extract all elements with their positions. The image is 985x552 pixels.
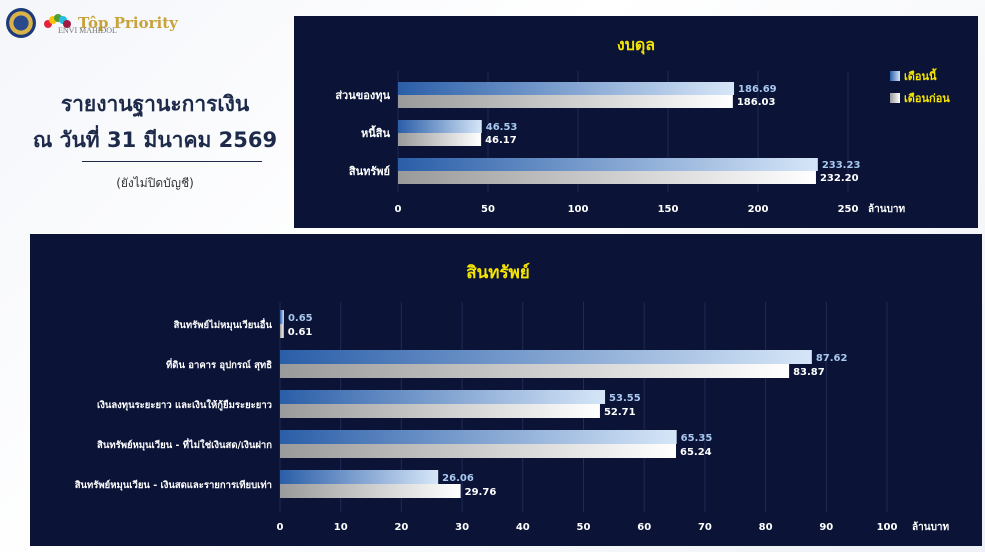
bar-current-month	[398, 120, 482, 133]
bar-current-month	[398, 158, 818, 171]
bar-current-month	[280, 310, 284, 324]
bar-previous-month	[398, 95, 733, 108]
x-tick-label: 150	[658, 204, 679, 215]
category-label: เงินลงทุนระยะยาว และเงินให้กู้ยืมระยะยาว	[97, 399, 272, 412]
bar-previous-month	[398, 133, 482, 146]
data-label: 232.20	[820, 173, 859, 184]
x-tick-label: 100	[877, 522, 898, 533]
x-tick-label: 200	[748, 204, 769, 215]
category-label: ที่ดิน อาคาร อุปกรณ์ สุทธิ	[166, 357, 272, 371]
data-label: 83.87	[793, 367, 825, 378]
logo-row: Tôp Priority	[6, 6, 178, 40]
legend-swatch	[890, 71, 900, 81]
bar-previous-month	[280, 444, 677, 458]
data-label: 87.62	[816, 353, 848, 364]
legend-label: เดือนนี้	[904, 68, 937, 83]
bar-current-month	[280, 470, 439, 484]
brand-small-text: ENVI MAHIDOL	[58, 26, 117, 35]
bar-previous-month	[398, 171, 816, 184]
x-axis-unit-label: ล้านบาท	[868, 203, 906, 215]
data-label: 0.65	[288, 313, 313, 324]
x-tick-label: 100	[568, 204, 589, 215]
bar-current-month	[280, 390, 606, 404]
bar-previous-month	[280, 484, 461, 498]
report-title: รายงานฐานะการเงิน ณ วันที่ 31 มีนาคม 256…	[30, 86, 280, 158]
assets-chart: สินทรัพย์ 0 10 20 30 40 50 60 70 80 90 100 ล้านบาท สิ…	[75, 262, 950, 533]
data-label: 186.03	[737, 97, 776, 108]
brand-text: Tôp Priority	[78, 14, 178, 32]
x-tick-label: 80	[759, 522, 773, 533]
category-label: สินทรัพย์หมุนเวียน - เงินสดและรายการเทีย…	[75, 479, 272, 491]
bar-current-month	[280, 430, 677, 444]
envi-color-logo	[44, 14, 71, 32]
category-label: สินทรัพย์หมุนเวียน - ที่ไม่ใช่เงินสด/เงิ…	[97, 437, 272, 451]
x-tick-label: 250	[838, 204, 859, 215]
data-label: 0.61	[288, 327, 313, 338]
data-label: 186.69	[738, 84, 777, 95]
x-tick-label: 60	[637, 522, 651, 533]
x-tick-label: 30	[455, 522, 469, 533]
report-title-line1: รายงานฐานะการเงิน	[60, 92, 250, 116]
data-label: 46.53	[486, 122, 518, 133]
bar-previous-month	[280, 324, 284, 338]
bar-previous-month	[280, 364, 790, 378]
category-label: สินทรัพย์	[349, 165, 390, 178]
report-note: (ยังไม่ปิดบัญชี)	[116, 176, 194, 190]
title-divider	[82, 161, 262, 162]
data-label: 52.71	[604, 407, 636, 418]
bar-current-month	[398, 82, 735, 95]
data-label: 53.55	[609, 393, 641, 404]
chart-title: งบดุล	[617, 35, 655, 55]
x-tick-label: 50	[577, 522, 591, 533]
data-label: 65.35	[681, 433, 713, 444]
x-tick-label: 70	[698, 522, 712, 533]
bar-current-month	[280, 350, 812, 364]
university-seal-logo	[6, 8, 36, 38]
x-tick-label: 50	[481, 204, 495, 215]
x-tick-label: 40	[516, 522, 530, 533]
category-label: หนี้สิน	[361, 125, 390, 140]
x-tick-label: 10	[334, 522, 348, 533]
assets-panel: สินทรัพย์ 0 10 20 30 40 50 60 70 80 90 100 ล้านบาท สิ…	[30, 234, 982, 546]
legend-swatch	[890, 93, 900, 103]
bar-previous-month	[280, 404, 600, 418]
category-label: ส่วนของทุน	[335, 89, 390, 103]
report-title-line2: ณ วันที่ 31 มีนาคม 2569	[32, 128, 278, 152]
data-label: 65.24	[680, 447, 712, 458]
x-axis-unit-label: ล้านบาท	[912, 521, 950, 533]
data-label: 26.06	[442, 473, 474, 484]
x-tick-label: 0	[277, 522, 284, 533]
data-label: 233.23	[822, 160, 861, 171]
x-tick-label: 0	[395, 204, 402, 215]
x-tick-label: 90	[819, 522, 833, 533]
balance-sheet-chart: งบดุล 0 50 100 150 200 250 ล้านบาท ส่วนของทุน 186…	[335, 35, 950, 215]
category-label: สินทรัพย์ไม่หมุนเวียนอื่น	[173, 317, 272, 331]
x-tick-label: 20	[394, 522, 408, 533]
balance-sheet-panel: งบดุล 0 50 100 150 200 250 ล้านบาท ส่วนของทุน 186…	[294, 16, 978, 228]
legend-label: เดือนก่อน	[904, 92, 950, 105]
chart-title: สินทรัพย์	[466, 262, 530, 283]
data-label: 46.17	[485, 135, 517, 146]
data-label: 29.76	[465, 487, 497, 498]
